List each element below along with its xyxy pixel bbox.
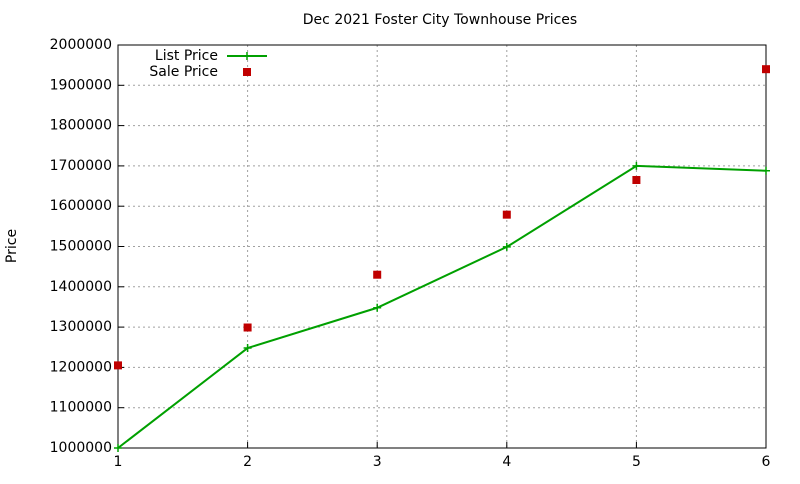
data-point (762, 166, 770, 175)
data-point (114, 444, 122, 452)
x-tick-label: 3 (373, 454, 382, 470)
data-point (502, 242, 511, 251)
y-tick-label: 1600000 (50, 198, 112, 214)
x-tick-label: 6 (762, 454, 771, 470)
x-tick-label: 1 (114, 454, 123, 470)
y-tick-label: 1800000 (50, 118, 112, 134)
legend-label: Sale Price (149, 64, 218, 80)
y-tick-label: 1300000 (50, 319, 112, 335)
y-tick-label: 1200000 (50, 359, 112, 375)
data-point (243, 344, 252, 353)
y-tick-label: 1400000 (50, 279, 112, 295)
y-tick-label: 1900000 (50, 77, 112, 93)
y-tick-label: 1700000 (50, 158, 112, 174)
series-line (117, 164, 767, 449)
chart-title: Dec 2021 Foster City Townhouse Prices (303, 12, 577, 28)
data-point (762, 65, 770, 74)
data-point (243, 323, 252, 332)
data-point (373, 303, 382, 312)
y-tick-label: 1000000 (50, 440, 112, 456)
data-point (632, 176, 641, 185)
data-point (114, 361, 122, 370)
y-tick-label: 2000000 (50, 37, 112, 53)
legend-label: List Price (155, 48, 218, 64)
legend-marker (243, 68, 251, 76)
data-point (373, 270, 382, 279)
y-axis-label: Price (4, 229, 20, 263)
data-point (502, 210, 511, 219)
y-tick-label: 1100000 (50, 400, 112, 416)
plot-border (117, 44, 767, 449)
data-point (632, 161, 641, 170)
y-tick-label: 1500000 (50, 239, 112, 255)
x-tick-label: 5 (632, 454, 641, 470)
x-tick-label: 2 (243, 454, 252, 470)
legend-marker (243, 52, 251, 60)
x-tick-label: 4 (502, 454, 511, 470)
